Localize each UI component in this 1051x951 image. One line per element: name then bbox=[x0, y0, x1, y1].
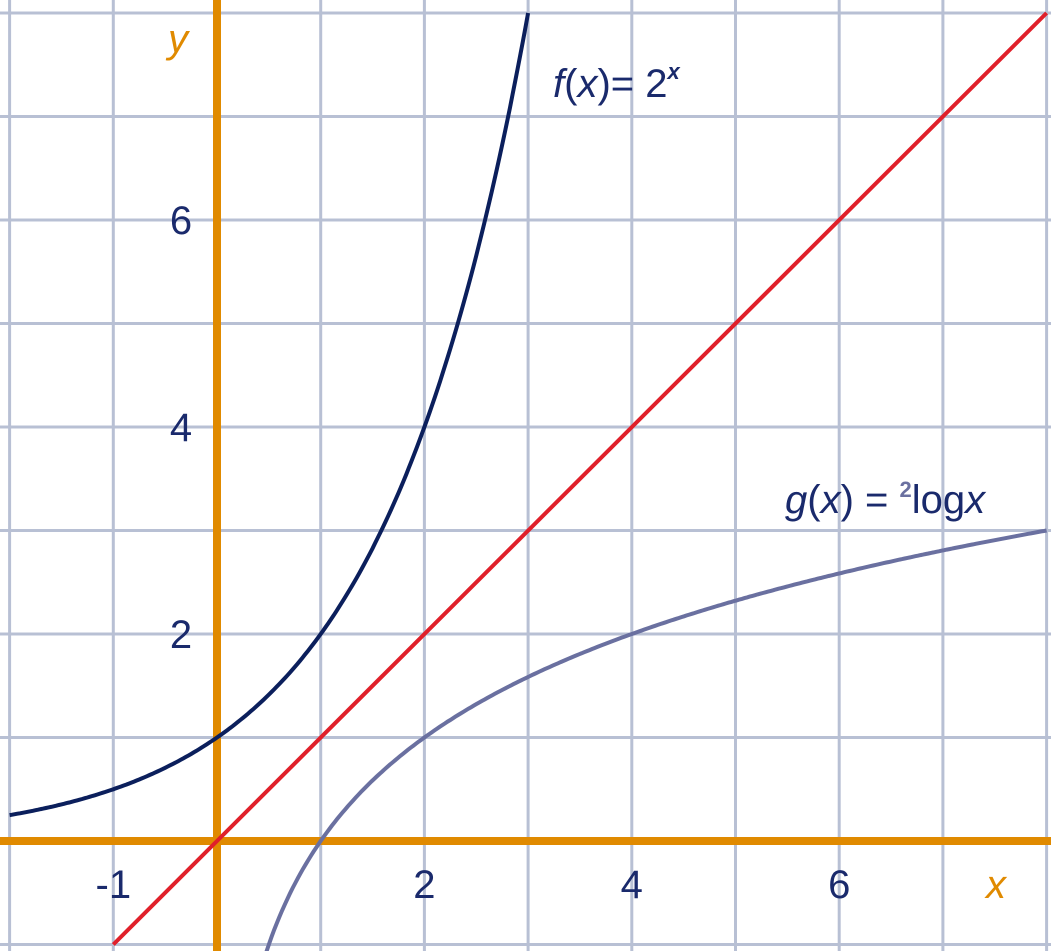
x-tick-label: 6 bbox=[828, 863, 850, 907]
f-label: f(x)= 2x bbox=[553, 59, 681, 106]
x-tick-label: 2 bbox=[413, 863, 435, 907]
x-axis-label: x bbox=[984, 863, 1008, 907]
f-label-var: x bbox=[575, 62, 599, 106]
curves bbox=[9, 11, 1049, 951]
f-label-open: ( bbox=[564, 62, 578, 106]
g-label-close: ) = bbox=[841, 478, 900, 522]
g-label-name: g bbox=[785, 478, 807, 522]
g-label: g(x) = 2logx bbox=[785, 477, 987, 522]
g-label-var: x bbox=[819, 478, 843, 522]
g-curve bbox=[264, 528, 1047, 951]
identity-line bbox=[111, 11, 1049, 946]
x-tick-label: 4 bbox=[621, 863, 643, 907]
y-tick-label: 6 bbox=[170, 199, 192, 243]
g-label-open: ( bbox=[807, 478, 821, 522]
f-curve bbox=[9, 12, 531, 818]
x-tick-label: -1 bbox=[96, 863, 132, 907]
y-axis-label: y bbox=[165, 17, 191, 61]
y-tick-label: 4 bbox=[170, 406, 192, 450]
tick-labels: -1 2 4 6 2 4 6 bbox=[96, 199, 851, 907]
f-label-exponent: x bbox=[667, 59, 681, 84]
g-label-base: 2 bbox=[899, 477, 911, 502]
f-label-close: )= 2 bbox=[597, 62, 667, 106]
g-label-arg: x bbox=[963, 478, 987, 522]
g-label-log: log bbox=[912, 478, 965, 522]
y-tick-label: 2 bbox=[170, 613, 192, 657]
